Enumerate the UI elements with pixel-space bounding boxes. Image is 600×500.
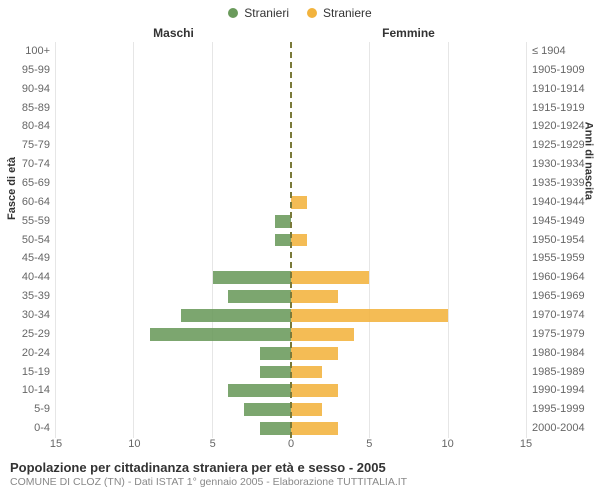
age-label: 70-74 [0, 155, 50, 174]
age-label: 55-59 [0, 212, 50, 231]
x-axis-left: 151050 [56, 438, 291, 454]
birth-label: 1960-1964 [532, 268, 600, 287]
age-label: 35-39 [0, 287, 50, 306]
bar-female [291, 290, 338, 303]
x-tick: 15 [520, 438, 532, 450]
birth-label: 1950-1954 [532, 231, 600, 250]
legend-item-female: Straniere [307, 6, 372, 20]
population-pyramid-chart: Fasce di età Anni di nascita Stranieri S… [0, 0, 600, 500]
birth-label: 1945-1949 [532, 212, 600, 231]
bar-male [150, 328, 291, 341]
legend-swatch-male [228, 8, 238, 18]
age-label: 80-84 [0, 117, 50, 136]
age-label: 50-54 [0, 231, 50, 250]
bar-female [291, 234, 307, 247]
bars-female [291, 42, 526, 438]
birth-label: 1980-1984 [532, 344, 600, 363]
center-line [290, 42, 292, 438]
bars-area [56, 42, 526, 438]
bars-male [56, 42, 291, 438]
legend-label-male: Stranieri [244, 6, 289, 20]
age-label: 20-24 [0, 344, 50, 363]
chart-footer: Popolazione per cittadinanza straniera p… [0, 454, 600, 488]
legend: Stranieri Straniere [0, 0, 600, 20]
x-tick: 5 [366, 438, 372, 450]
x-tick: 5 [210, 438, 216, 450]
bar-male [275, 234, 291, 247]
age-label: 65-69 [0, 174, 50, 193]
bar-male [275, 215, 291, 228]
legend-item-male: Stranieri [228, 6, 289, 20]
column-header-right: Femmine [291, 26, 526, 40]
column-headers: Maschi Femmine [0, 26, 600, 40]
footer-title: Popolazione per cittadinanza straniera p… [10, 460, 590, 475]
age-label: 0-4 [0, 419, 50, 438]
bar-female [291, 328, 354, 341]
birth-label: 1995-1999 [532, 400, 600, 419]
birth-label: 1990-1994 [532, 381, 600, 400]
birth-label: 1915-1919 [532, 99, 600, 118]
bar-male [260, 366, 291, 379]
age-label: 40-44 [0, 268, 50, 287]
legend-label-female: Straniere [323, 6, 372, 20]
bar-female [291, 422, 338, 435]
birth-label: 1910-1914 [532, 80, 600, 99]
bar-female [291, 271, 369, 284]
age-label: 60-64 [0, 193, 50, 212]
legend-swatch-female [307, 8, 317, 18]
footer-subtitle: COMUNE DI CLOZ (TN) - Dati ISTAT 1° genn… [10, 476, 590, 488]
bar-male [213, 271, 291, 284]
bar-female [291, 309, 448, 322]
birth-label: 1920-1924 [532, 117, 600, 136]
bar-female [291, 366, 322, 379]
y-labels-birth: ≤ 19041905-19091910-19141915-19191920-19… [526, 42, 600, 438]
birth-label: 1955-1959 [532, 249, 600, 268]
age-label: 75-79 [0, 136, 50, 155]
birth-label: 1970-1974 [532, 306, 600, 325]
bar-male [260, 347, 291, 360]
birth-label: 1965-1969 [532, 287, 600, 306]
age-label: 10-14 [0, 381, 50, 400]
birth-label: 2000-2004 [532, 419, 600, 438]
plot-area: 100+95-9990-9485-8980-8475-7970-7465-696… [0, 42, 600, 438]
bar-female [291, 384, 338, 397]
y-labels-age: 100+95-9990-9485-8980-8475-7970-7465-696… [0, 42, 56, 438]
birth-label: 1925-1929 [532, 136, 600, 155]
column-header-left: Maschi [56, 26, 291, 40]
bar-female [291, 347, 338, 360]
age-label: 90-94 [0, 80, 50, 99]
x-tick: 15 [50, 438, 62, 450]
x-axis-right: 51015 [291, 438, 526, 454]
x-axis: 151050 51015 [0, 438, 600, 454]
age-label: 15-19 [0, 363, 50, 382]
bar-male [228, 290, 291, 303]
gridline [526, 42, 527, 438]
x-tick: 10 [128, 438, 140, 450]
birth-label: 1930-1934 [532, 155, 600, 174]
birth-label: 1975-1979 [532, 325, 600, 344]
bar-male [228, 384, 291, 397]
birth-label: 1935-1939 [532, 174, 600, 193]
bar-male [260, 422, 291, 435]
age-label: 30-34 [0, 306, 50, 325]
bar-male [244, 403, 291, 416]
x-tick: 10 [442, 438, 454, 450]
age-label: 5-9 [0, 400, 50, 419]
birth-label: ≤ 1904 [532, 42, 600, 61]
age-label: 25-29 [0, 325, 50, 344]
age-label: 85-89 [0, 99, 50, 118]
bar-female [291, 403, 322, 416]
bar-male [181, 309, 291, 322]
birth-label: 1905-1909 [532, 61, 600, 80]
bar-female [291, 196, 307, 209]
age-label: 95-99 [0, 61, 50, 80]
age-label: 100+ [0, 42, 50, 61]
birth-label: 1940-1944 [532, 193, 600, 212]
age-label: 45-49 [0, 249, 50, 268]
birth-label: 1985-1989 [532, 363, 600, 382]
